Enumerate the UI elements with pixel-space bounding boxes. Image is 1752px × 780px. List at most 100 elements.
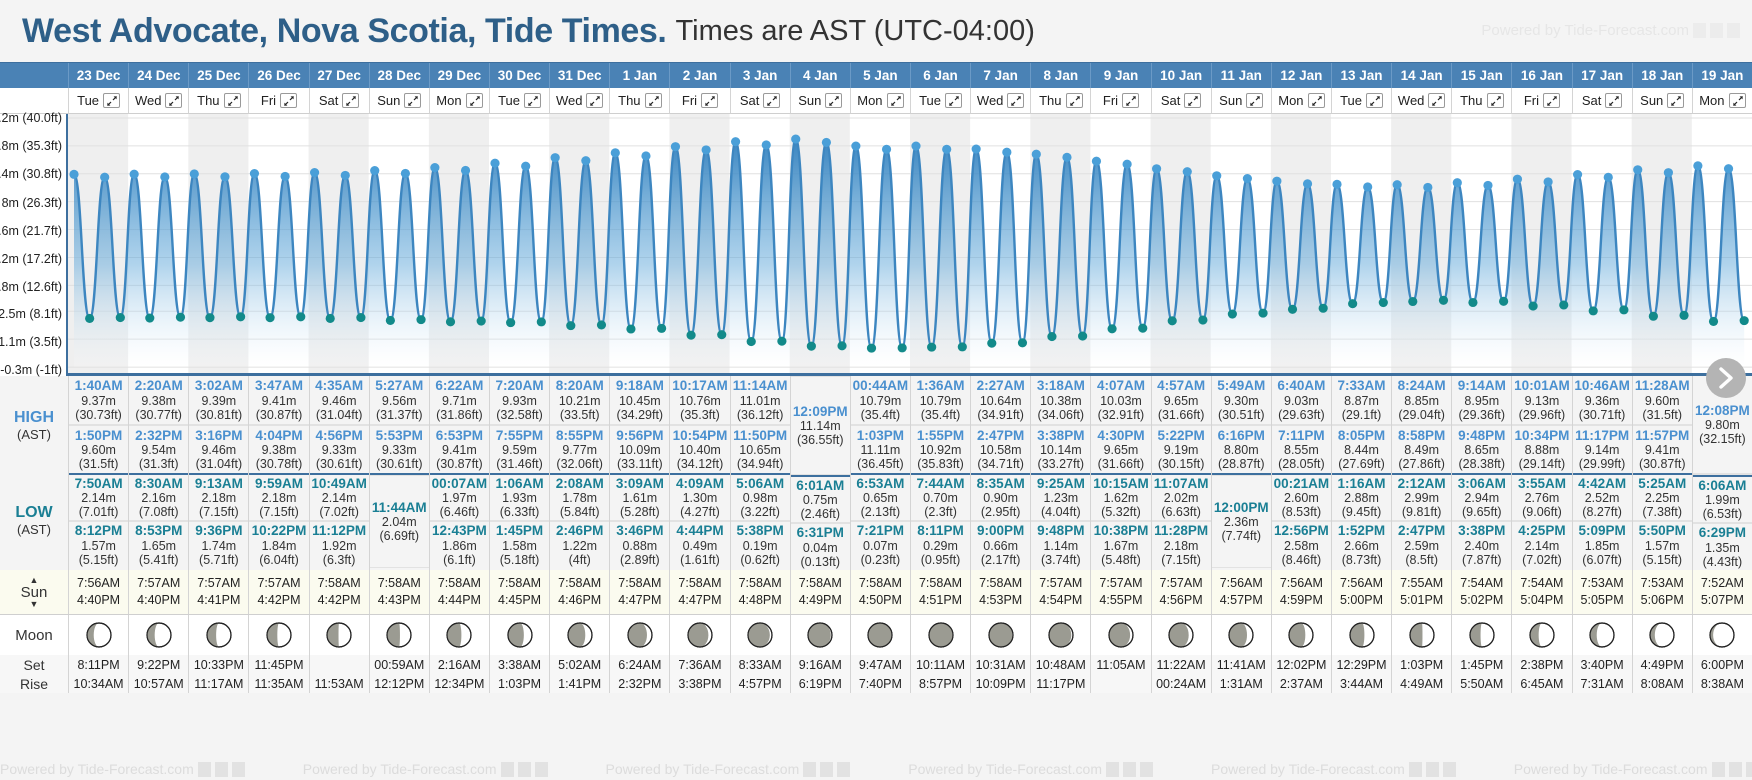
moonrise-cell: 7:40PM — [849, 674, 910, 693]
date-header-cell[interactable]: 27 Dec — [308, 63, 369, 88]
low-tide-point — [1348, 299, 1358, 309]
high-tide-point — [189, 169, 199, 179]
date-header-cell[interactable]: 31 Dec — [549, 63, 609, 88]
expand-day-button[interactable] — [165, 93, 183, 108]
moon-label: Moon — [15, 626, 53, 644]
expand-day-button[interactable] — [763, 93, 781, 108]
tide-time: 3:18AM — [1036, 378, 1085, 394]
date-header-cell[interactable]: 28 Dec — [368, 63, 429, 88]
moonset-cell: 3:38AM — [488, 655, 549, 674]
low-tide-point — [356, 313, 366, 323]
expand-day-button[interactable] — [404, 93, 422, 108]
high-tide-cell — [1692, 475, 1752, 477]
expand-day-button[interactable] — [1605, 93, 1623, 108]
expand-day-button[interactable] — [1065, 93, 1083, 108]
date-header-cell[interactable]: 8 Jan — [1030, 63, 1090, 88]
expand-icon — [1671, 96, 1682, 106]
date-header-cell[interactable]: 26 Dec — [248, 63, 308, 88]
date-header-cell[interactable]: 18 Jan — [1631, 63, 1692, 88]
expand-day-button[interactable] — [945, 93, 962, 108]
expand-day-button[interactable] — [644, 93, 662, 108]
expand-day-button[interactable] — [825, 93, 843, 108]
high-tide-cell: 4:57AM 9.65m (31.66ft) — [1151, 376, 1211, 425]
tide-height-m: 8.85m — [1404, 393, 1440, 408]
tide-time: 12:56PM — [1273, 523, 1329, 539]
expand-day-button[interactable] — [1543, 93, 1561, 108]
date-header-cell[interactable]: 13 Jan — [1330, 63, 1391, 88]
date-header-cell[interactable]: 11 Jan — [1210, 63, 1271, 88]
expand-day-button[interactable] — [1122, 93, 1140, 108]
expand-day-button[interactable] — [1184, 93, 1202, 108]
expand-day-button[interactable] — [103, 93, 121, 108]
tide-height-ft: (7.74ft) — [1221, 529, 1262, 544]
date-header-cell[interactable]: 7 Jan — [970, 63, 1030, 88]
date-header-cell[interactable]: 3 Jan — [729, 63, 790, 88]
expand-day-button[interactable] — [1486, 93, 1504, 108]
low-tide-point — [897, 343, 907, 353]
expand-day-button[interactable] — [465, 93, 483, 108]
date-header-cell[interactable]: 2 Jan — [669, 63, 729, 88]
expand-day-button[interactable] — [280, 93, 298, 108]
expand-icon — [169, 96, 180, 106]
high-tide-cell: 10:01AM 9.13m (29.96ft) — [1512, 376, 1572, 425]
wave-icon — [1693, 23, 1706, 38]
expand-day-button[interactable] — [1428, 93, 1446, 108]
tide-height-ft: (31.66ft) — [1157, 407, 1205, 422]
date-header-cell[interactable]: 5 Jan — [849, 63, 910, 88]
high-tide-cell — [1692, 474, 1752, 475]
tide-height-ft: (29.1ft) — [1341, 407, 1382, 422]
expand-day-button[interactable] — [1246, 93, 1264, 108]
tide-height-m: 0.04m — [802, 540, 838, 555]
date-header-cell[interactable]: 10 Jan — [1150, 63, 1211, 88]
moonset-cell: 11:05AM — [1090, 655, 1150, 674]
high-tide-cell: 7:11PM 8.55m (28.05ft) — [1271, 426, 1331, 475]
y-axis-tick-label: 12.2m (40.0ft) — [0, 111, 62, 125]
date-header-cell[interactable]: 23 Dec — [68, 63, 128, 88]
expand-day-button[interactable] — [1728, 93, 1746, 108]
low-tide-point — [1559, 300, 1569, 310]
sun-label-text: Sun — [20, 583, 48, 601]
tide-time: 9:48PM — [1037, 523, 1085, 539]
moon-lit-area — [206, 623, 219, 647]
date-header-cell[interactable]: 25 Dec — [188, 63, 248, 88]
expand-day-button[interactable] — [223, 93, 241, 108]
expand-day-button[interactable] — [886, 93, 904, 108]
next-days-button[interactable] — [1706, 358, 1746, 398]
date-header-cell[interactable]: 12 Jan — [1270, 63, 1331, 88]
expand-day-button[interactable] — [524, 93, 542, 108]
high-tide-point — [821, 137, 832, 147]
date-header-cell[interactable]: 17 Jan — [1571, 63, 1632, 88]
date-header-cell[interactable]: 1 Jan — [609, 63, 669, 88]
low-tide-cell: 2:08AM 1.78m (5.84ft) — [550, 475, 610, 521]
expand-day-button[interactable] — [1667, 93, 1685, 108]
date-header-cell[interactable]: 6 Jan — [909, 63, 970, 88]
date-header-cell[interactable]: 29 Dec — [428, 63, 489, 88]
tide-time: 8:55PM — [556, 427, 604, 443]
tide-height-m: 8.88m — [1524, 443, 1560, 458]
expand-day-button[interactable] — [586, 93, 604, 108]
expand-day-button[interactable] — [1307, 93, 1325, 108]
date-header-cell[interactable]: 24 Dec — [128, 63, 188, 88]
date-header-cell[interactable]: 19 Jan — [1691, 63, 1752, 88]
tide-time: 5:06AM — [736, 475, 785, 491]
low-tide-point — [536, 317, 546, 327]
tide-height-ft: (31.04ft) — [195, 457, 243, 472]
date-header-cell[interactable]: 16 Jan — [1511, 63, 1571, 88]
tide-height-m: 1.22m — [562, 538, 598, 553]
moonset-cell: 00:59AM — [368, 655, 429, 674]
high-tide-cell: 2:27AM 10.64m (34.91ft) — [971, 376, 1031, 425]
expand-day-button[interactable] — [1007, 93, 1025, 108]
date-header-cell[interactable]: 15 Jan — [1451, 63, 1511, 88]
expand-day-button[interactable] — [701, 93, 719, 108]
date-header-cell[interactable]: 14 Jan — [1391, 63, 1451, 88]
moon-phase-cell — [1391, 615, 1451, 655]
date-header-cell[interactable]: 30 Dec — [488, 63, 549, 88]
date-header-cell[interactable]: 4 Jan — [789, 63, 850, 88]
expand-day-button[interactable] — [1365, 93, 1383, 108]
date-header-cell[interactable]: 9 Jan — [1090, 63, 1150, 88]
expand-day-button[interactable] — [342, 93, 360, 108]
sunset-time: 4:53PM — [979, 593, 1023, 607]
low-tide-cell: 7:44AM 0.70m (2.3ft) — [910, 475, 971, 521]
tide-height-m: 8.44m — [1344, 443, 1379, 458]
low-tide-point — [265, 313, 275, 323]
